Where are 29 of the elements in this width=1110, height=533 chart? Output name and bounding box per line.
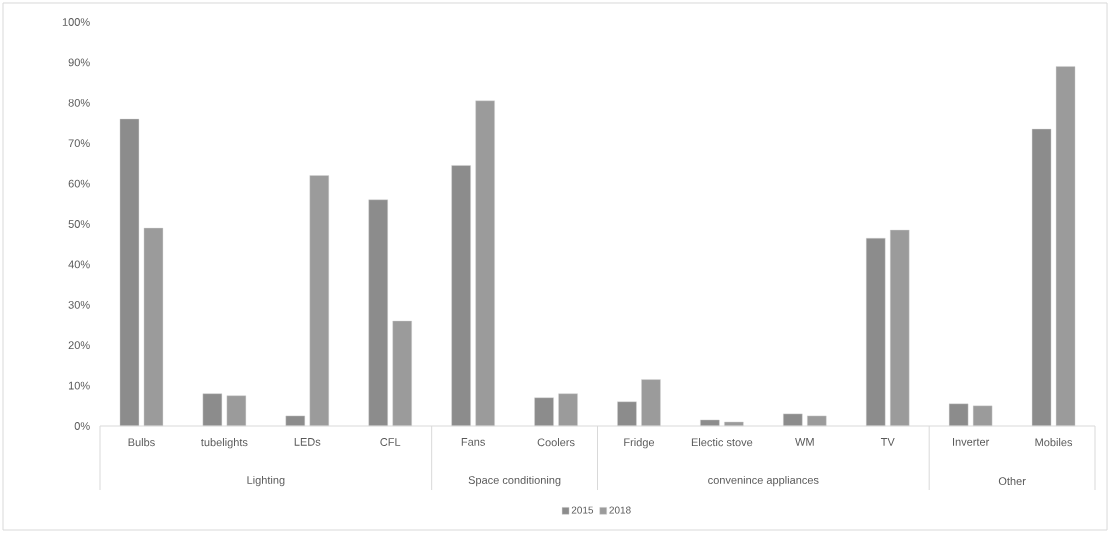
legend-label: 2018 [609, 506, 631, 514]
x-tick-label: Electic stove [691, 438, 753, 447]
y-tick-label: 30% [68, 300, 90, 309]
x-tick-label: Fridge [624, 438, 655, 449]
y-tick-label: 50% [68, 220, 90, 228]
y-tick-label: 90% [68, 58, 90, 67]
x-tick-label: Coolers [537, 438, 575, 447]
x-tick-label: Bulbs [128, 438, 155, 447]
x-tick-label: WM [795, 438, 814, 446]
text: Lighting [247, 475, 285, 487]
y-tick-label: 100% [62, 18, 90, 26]
y-tick-label: 20% [68, 341, 90, 350]
text: convenince appliances [708, 475, 819, 487]
x-tick-label: LEDs [294, 438, 321, 446]
x-tick-label: Mobiles [1035, 438, 1073, 447]
y-tick-label: 70% [68, 139, 90, 148]
text: Space conditioning [468, 475, 561, 487]
text: Other [998, 476, 1026, 486]
y-tick-label: 0% [74, 422, 90, 430]
y-tick-label: 40% [68, 260, 90, 269]
x-tick-label: CFL [380, 438, 401, 446]
legend-label: 2015 [571, 506, 594, 514]
x-tick-label: tubelights [201, 438, 248, 449]
x-tick-label: Inverter [953, 438, 990, 446]
x-tick-label: Fans [461, 438, 485, 446]
y-tick-label: 10% [68, 381, 90, 390]
y-tick-label: 80% [68, 98, 90, 107]
y-tick-label: 60% [68, 179, 90, 188]
x-tick-label: TV [880, 438, 895, 446]
